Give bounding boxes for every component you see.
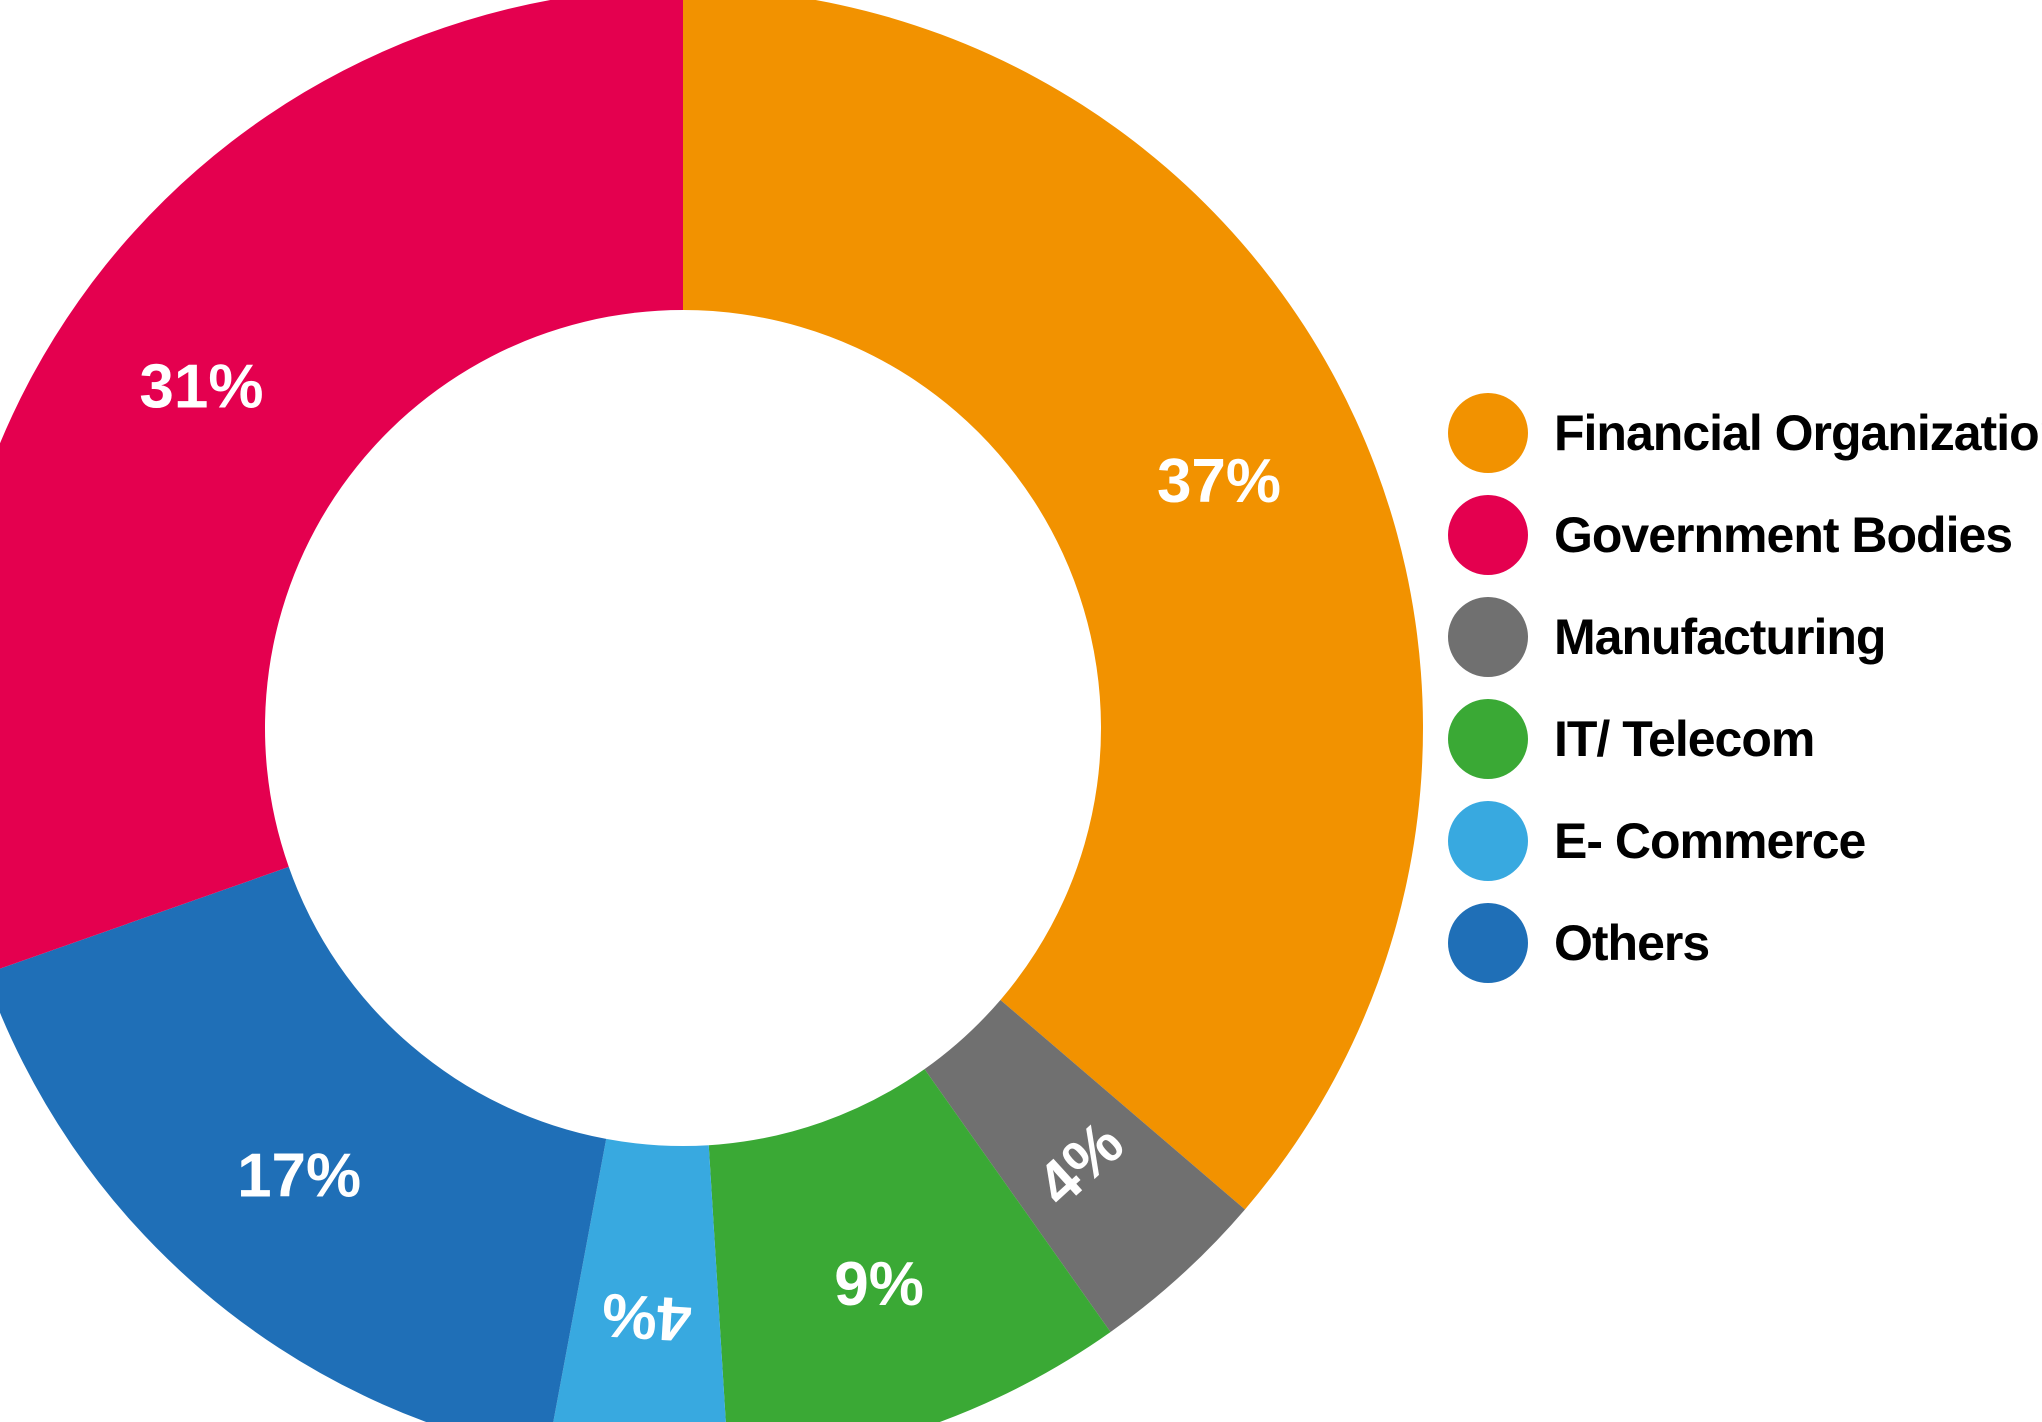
legend-item-others: Others bbox=[1448, 892, 2042, 994]
legend-swatch bbox=[1448, 393, 1528, 473]
slice-label: 9% bbox=[834, 1250, 924, 1319]
legend-swatch bbox=[1448, 801, 1528, 881]
legend-label: Financial Organizations bbox=[1554, 405, 2042, 461]
legend-item-government-bodies: Government Bodies bbox=[1448, 484, 2042, 586]
legend-swatch bbox=[1448, 495, 1528, 575]
slice-financial-organizations bbox=[683, 0, 1423, 1210]
legend-swatch bbox=[1448, 903, 1528, 983]
legend-label: Manufacturing bbox=[1554, 609, 1886, 665]
legend-label: Others bbox=[1554, 915, 1710, 971]
donut-slices bbox=[0, 0, 1423, 1422]
slice-label: 31% bbox=[139, 353, 263, 422]
slice-manufacturing bbox=[924, 999, 1245, 1332]
slice-e-commerce bbox=[553, 1138, 726, 1422]
slice-others bbox=[0, 866, 607, 1422]
slice-it-telecom bbox=[708, 1069, 1111, 1422]
legend-label: Government Bodies bbox=[1554, 507, 2013, 563]
legend-label: IT/ Telecom bbox=[1554, 711, 1815, 767]
legend-swatch bbox=[1448, 597, 1528, 677]
chart-legend: Financial Organizations Government Bodie… bbox=[1448, 382, 2042, 994]
legend-swatch bbox=[1448, 699, 1528, 779]
slice-label: 4% bbox=[600, 1280, 694, 1354]
legend-label: E- Commerce bbox=[1554, 813, 1866, 869]
legend-item-financial-organizations: Financial Organizations bbox=[1448, 382, 2042, 484]
slice-label: 17% bbox=[237, 1142, 361, 1211]
slice-government-bodies bbox=[0, 0, 683, 969]
slice-label: 37% bbox=[1157, 447, 1281, 516]
legend-item-manufacturing: Manufacturing bbox=[1448, 586, 2042, 688]
legend-item-it-telecom: IT/ Telecom bbox=[1448, 688, 2042, 790]
legend-item-e-commerce: E- Commerce bbox=[1448, 790, 2042, 892]
